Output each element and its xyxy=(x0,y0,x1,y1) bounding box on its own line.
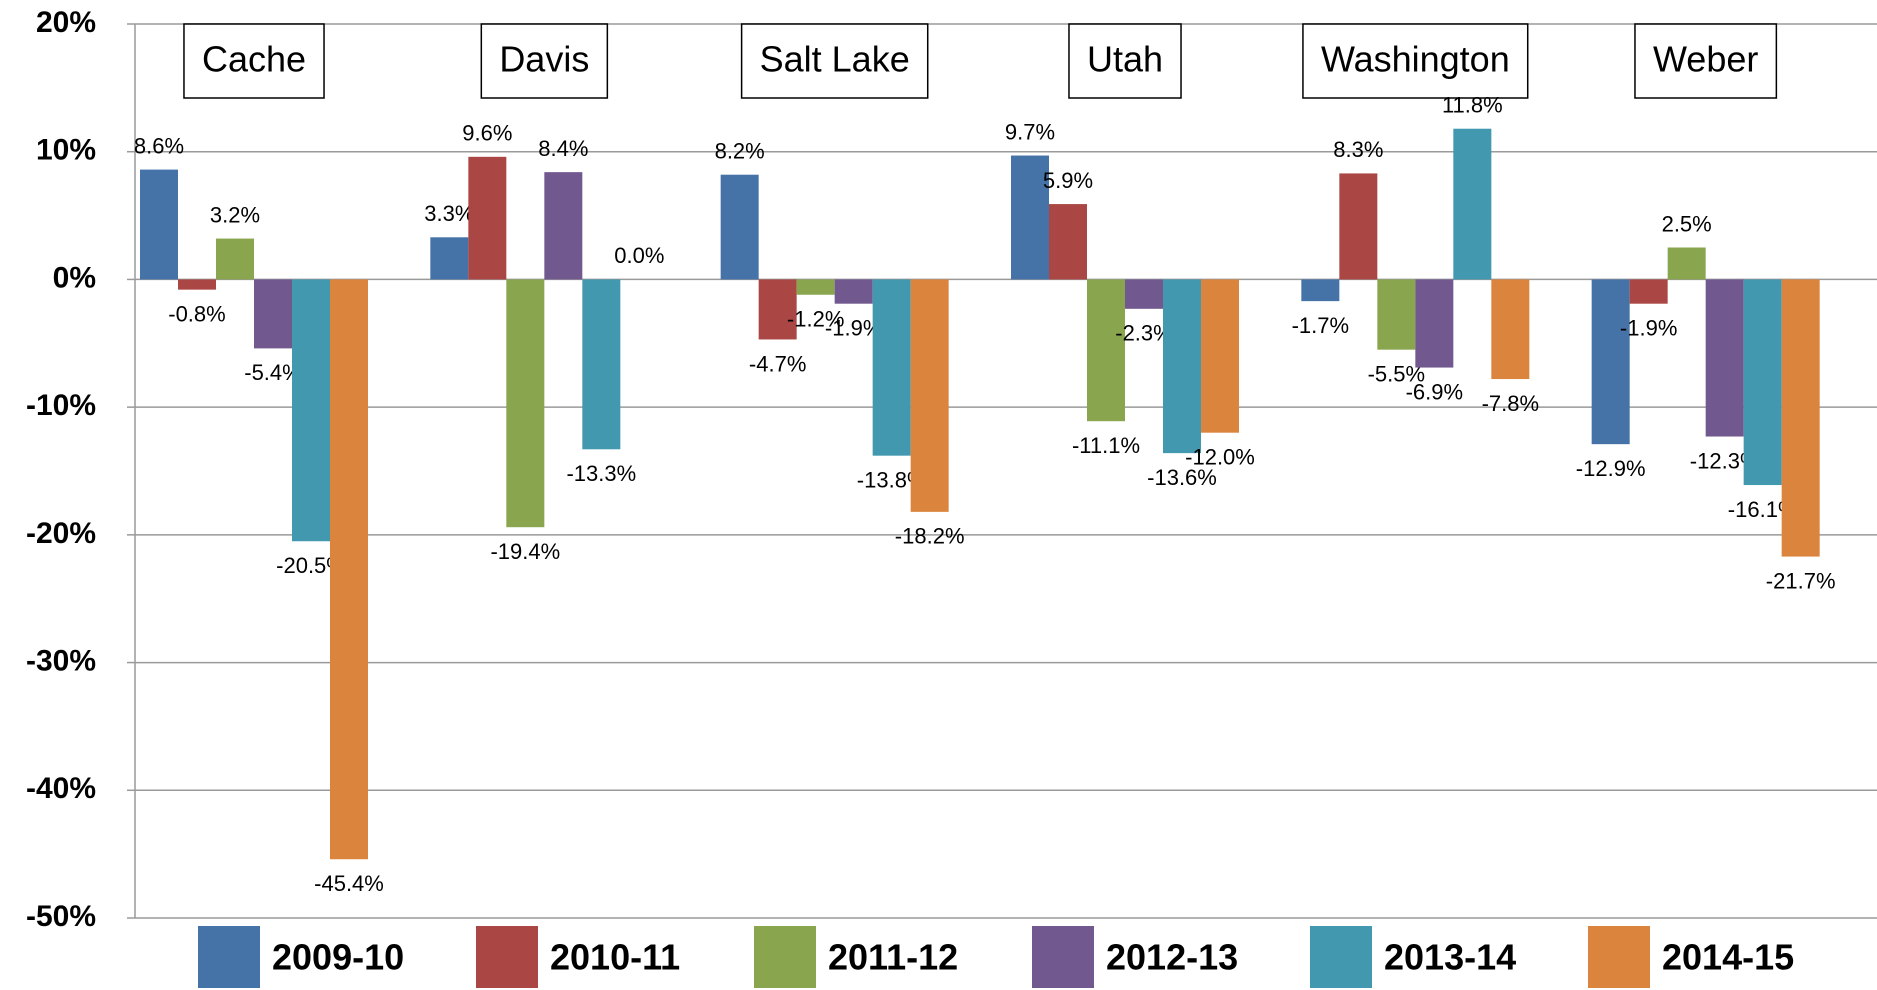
bar xyxy=(1049,204,1087,280)
legend-swatch xyxy=(754,926,816,988)
bar xyxy=(872,279,911,456)
value-label: 3.2% xyxy=(210,202,260,227)
bar xyxy=(1743,279,1782,486)
bar xyxy=(1201,279,1239,433)
value-label: 8.4% xyxy=(538,136,588,161)
bar xyxy=(1781,279,1820,557)
bar xyxy=(216,238,254,280)
bar xyxy=(1011,155,1049,280)
y-tick-label: 10% xyxy=(36,134,96,167)
value-label: -4.7% xyxy=(749,351,806,376)
category-box xyxy=(480,23,609,99)
category-box xyxy=(1068,23,1182,99)
value-label: -12.0% xyxy=(1185,444,1255,469)
category-box xyxy=(1302,23,1529,99)
bar xyxy=(796,279,835,295)
value-label: 8.6% xyxy=(134,133,184,158)
value-label: 3.3% xyxy=(424,201,474,226)
bar xyxy=(430,237,469,280)
value-label: -0.8% xyxy=(168,301,225,326)
value-label: -13.3% xyxy=(566,461,636,486)
bar xyxy=(468,156,507,280)
value-label: -1.9% xyxy=(1620,316,1677,341)
y-tick-label: -30% xyxy=(26,644,96,677)
value-label: -12.9% xyxy=(1576,456,1646,481)
bar xyxy=(720,174,759,280)
value-label: 0.0% xyxy=(614,243,664,268)
bar xyxy=(254,279,292,349)
value-label: 8.2% xyxy=(715,139,765,164)
category-label: Weber xyxy=(1653,39,1758,80)
legend-label: 2012-13 xyxy=(1106,937,1238,978)
y-tick-label: -40% xyxy=(26,772,96,805)
category-box xyxy=(740,23,929,99)
category-box xyxy=(1634,23,1778,99)
value-label: -19.4% xyxy=(490,539,560,564)
legend-label: 2011-12 xyxy=(828,937,958,978)
bar xyxy=(1163,279,1201,454)
value-label: 8.3% xyxy=(1333,137,1383,162)
value-label: -21.7% xyxy=(1766,568,1836,593)
bar xyxy=(1415,279,1454,368)
legend-swatch xyxy=(1032,926,1094,988)
value-label: -6.9% xyxy=(1406,379,1463,404)
legend-label: 2010-11 xyxy=(550,937,680,978)
bar xyxy=(330,279,368,860)
category-label: Cache xyxy=(202,39,306,80)
value-label: 5.9% xyxy=(1043,168,1093,193)
bar xyxy=(1453,128,1492,280)
y-tick-label: -10% xyxy=(26,389,96,422)
bar xyxy=(910,279,949,512)
bar xyxy=(544,172,583,280)
category-label: Salt Lake xyxy=(760,39,910,80)
value-label: -7.8% xyxy=(1482,391,1539,416)
bar xyxy=(834,279,873,304)
bar xyxy=(1339,173,1378,280)
legend-label: 2014-15 xyxy=(1662,937,1794,978)
value-label: -45.4% xyxy=(314,871,384,896)
legend-swatch xyxy=(1588,926,1650,988)
bar xyxy=(1087,279,1125,422)
category-box xyxy=(183,23,325,99)
value-label: 9.6% xyxy=(462,121,512,146)
bar xyxy=(1629,279,1668,304)
legend-swatch xyxy=(1310,926,1372,988)
bar xyxy=(1491,279,1530,380)
value-label: 9.7% xyxy=(1005,119,1055,144)
legend-swatch xyxy=(476,926,538,988)
value-label: -13.6% xyxy=(1147,465,1217,490)
bar xyxy=(1667,247,1706,280)
bar xyxy=(1705,279,1744,437)
legend-label: 2009-10 xyxy=(272,937,404,978)
bar xyxy=(758,279,797,340)
value-label: -11.1% xyxy=(1072,433,1140,458)
bar xyxy=(140,169,178,280)
legend-swatch xyxy=(198,926,260,988)
bar xyxy=(1591,279,1630,445)
value-label: -18.2% xyxy=(895,524,965,549)
category-label: Washington xyxy=(1321,39,1510,80)
value-label: 11.8% xyxy=(1442,93,1503,118)
category-label: Davis xyxy=(499,39,589,80)
value-label: -1.2% xyxy=(787,307,844,332)
bar xyxy=(506,279,545,528)
y-tick-label: 20% xyxy=(36,6,96,39)
bar xyxy=(178,279,216,290)
y-tick-label: -50% xyxy=(26,900,96,933)
bar xyxy=(1301,279,1340,302)
bar xyxy=(582,279,621,450)
category-label: Utah xyxy=(1087,39,1163,80)
value-label: -1.7% xyxy=(1292,313,1349,338)
legend-label: 2013-14 xyxy=(1384,937,1516,978)
bar xyxy=(292,279,330,542)
value-label: 2.5% xyxy=(1662,211,1712,236)
y-tick-label: 0% xyxy=(53,261,96,294)
bar xyxy=(1125,279,1163,309)
bar xyxy=(1377,279,1416,350)
y-tick-label: -20% xyxy=(26,517,96,550)
